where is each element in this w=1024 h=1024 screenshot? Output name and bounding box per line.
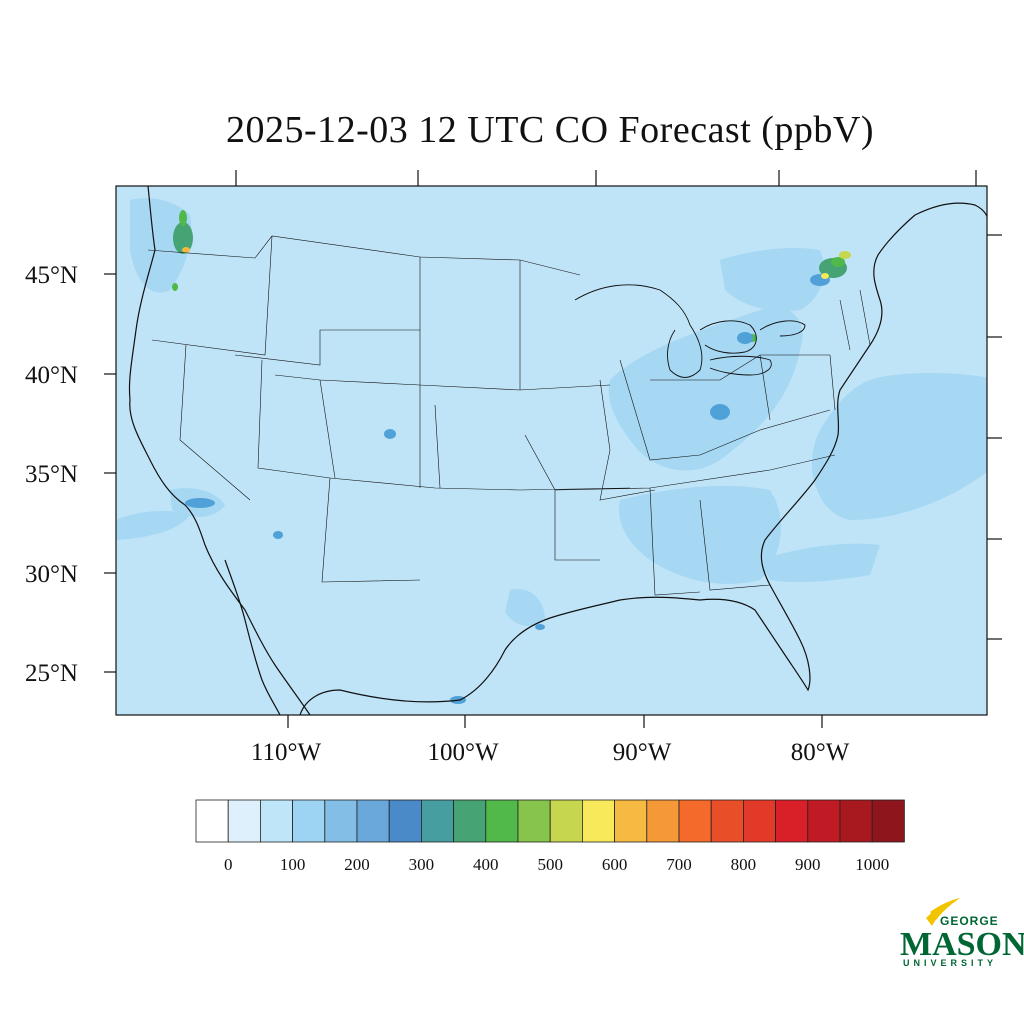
colorbar-tick-label: 300: [409, 855, 435, 874]
colorbar-swatch: [388, 799, 422, 843]
west-coastline: [128, 186, 311, 715]
colorbar-tick-label: 0: [224, 855, 233, 874]
lat-label: 45°N: [25, 262, 78, 289]
colorbar-swatch: [453, 799, 487, 843]
hotspot: [172, 283, 178, 291]
atlantic-plume: [812, 373, 987, 520]
gulf-coastline: [299, 539, 811, 715]
colorbar-swatch: [259, 799, 293, 843]
map-contents: [116, 186, 987, 715]
colorbar-swatch: [195, 799, 229, 843]
southeast-feature: [619, 485, 781, 584]
hotspot: [535, 624, 545, 630]
lat-label: 25°N: [25, 660, 78, 687]
colorbar-swatch: [775, 799, 809, 843]
southeast-plume: [760, 543, 880, 583]
map-boundaries: [128, 186, 987, 715]
lat-label: 35°N: [25, 461, 78, 488]
colorbar-swatch: [614, 799, 648, 843]
colorbar-tick-label: 600: [602, 855, 628, 874]
hotspot: [839, 251, 851, 259]
hotspot: [173, 222, 193, 254]
lon-label: 110°W: [251, 739, 322, 766]
colorbar-swatch: [549, 799, 583, 843]
colorbar-swatch: [517, 799, 551, 843]
logo-line-1: GEORGE: [940, 914, 999, 928]
hotspot: [831, 257, 845, 267]
logo-flame-icon: [926, 902, 952, 926]
colorbar-tick-label: 900: [795, 855, 821, 874]
lon-label: 80°W: [791, 739, 850, 766]
longitude-labels: 110°W 100°W 90°W 80°W: [251, 739, 850, 766]
colorbar-tick-label: 700: [666, 855, 692, 874]
great-lakes-outline: [574, 284, 806, 378]
colorbar-swatch: [646, 799, 680, 843]
hotspot: [821, 273, 829, 279]
lon-label: 100°W: [427, 739, 498, 766]
colorbar-tick-label: 400: [473, 855, 499, 874]
hotspot: [737, 332, 753, 344]
colorbar-tick-label: 800: [731, 855, 757, 874]
ohio-valley-feature: [608, 307, 803, 471]
hotspot: [273, 531, 283, 539]
map-title: 2025-12-03 12 UTC CO Forecast (ppbV): [225, 109, 875, 151]
map-frame: [115, 185, 988, 716]
latitude-labels: 45°N 40°N 35°N 30°N 25°N: [25, 262, 78, 687]
gmu-logo: GEORGE MASON UNIVERSITY: [900, 898, 1024, 968]
baja-coastline: [224, 559, 281, 715]
colorbar-swatch: [678, 799, 712, 843]
colorbar-swatch: [324, 799, 358, 843]
colorbar: [195, 799, 905, 843]
colorbar-swatch: [420, 799, 454, 843]
colorbar-tick-label: 500: [537, 855, 563, 874]
axis-ticks: [104, 170, 1002, 728]
colorbar-swatch: [710, 799, 744, 843]
colorbar-swatch: [871, 799, 905, 843]
houston-feature: [505, 589, 545, 627]
lat-label: 30°N: [25, 561, 78, 588]
pacific-plume: [116, 510, 190, 540]
atlantic-coastline: [764, 202, 987, 541]
colorbar-swatch: [485, 799, 519, 843]
hotspot: [182, 247, 190, 253]
concentration-hotspots: [172, 210, 851, 704]
colorbar-labels: 0 100 200 300 400 500 600 700 800 900 1000: [224, 855, 889, 874]
hotspot: [179, 210, 187, 226]
concentration-features: [116, 198, 987, 627]
logo-line-3: UNIVERSITY: [903, 958, 997, 968]
lon-label: 90°W: [613, 739, 672, 766]
colorbar-tick-label: 100: [280, 855, 306, 874]
logo-line-2: MASON: [900, 926, 1024, 963]
colorbar-tick-label: 200: [344, 855, 370, 874]
hotspot: [710, 404, 730, 420]
lat-label: 40°N: [25, 362, 78, 389]
colorbar-swatch: [743, 799, 777, 843]
colorbar-swatch: [807, 799, 841, 843]
great-lakes-feature: [720, 248, 824, 312]
hotspot: [185, 498, 215, 508]
colorbar-swatch: [839, 799, 873, 843]
colorbar-swatch: [227, 799, 261, 843]
colorbar-swatch: [582, 799, 616, 843]
state-boundaries: [147, 235, 871, 596]
pacific-northwest-feature: [130, 198, 192, 293]
colorbar-tick-label: 1000: [855, 855, 889, 874]
hotspot: [384, 429, 396, 439]
colorbar-swatch: [356, 799, 390, 843]
colorbar-swatch: [292, 799, 326, 843]
